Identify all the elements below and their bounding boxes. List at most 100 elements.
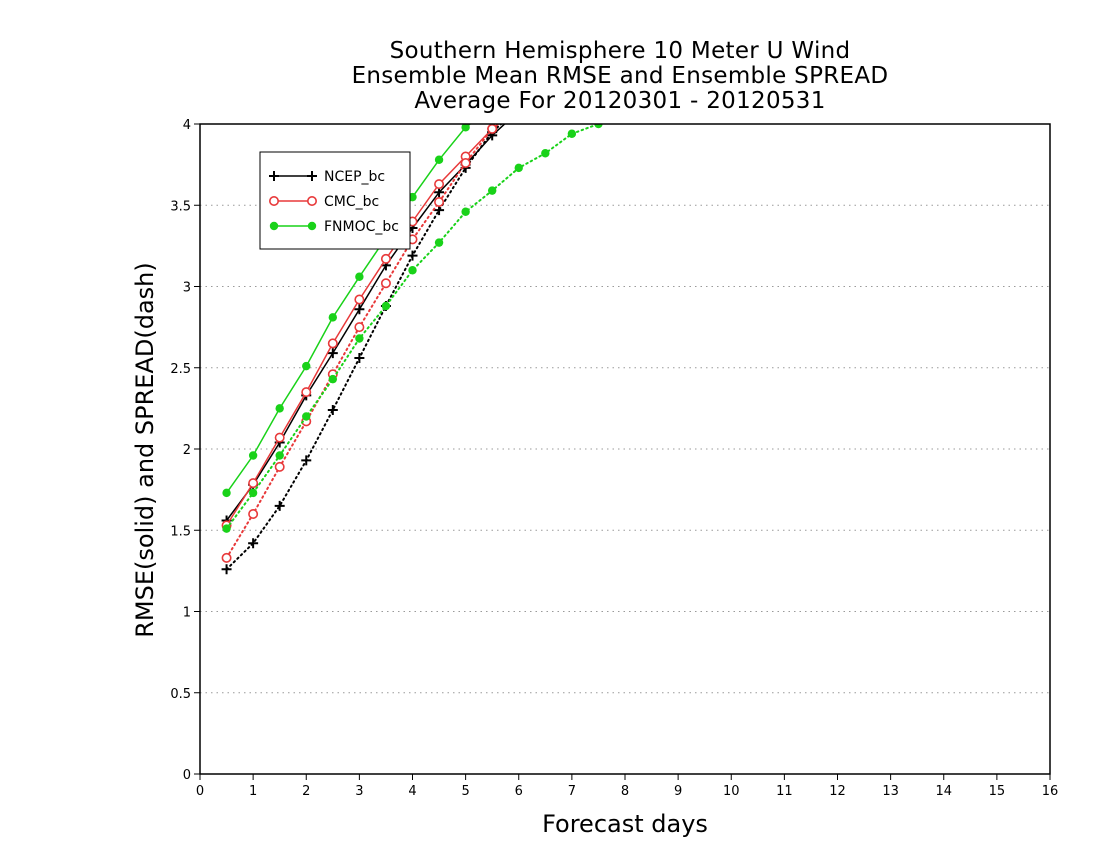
data-point — [275, 404, 284, 413]
y-tick-label: 0 — [183, 768, 191, 783]
data-point — [408, 266, 417, 275]
data-point — [328, 374, 338, 384]
x-tick-label: 5 — [461, 784, 469, 799]
data-point — [621, 112, 629, 120]
data-point — [487, 124, 498, 134]
data-point — [328, 313, 338, 322]
data-point — [434, 179, 445, 190]
legend-marker — [307, 221, 317, 231]
legend-label: CMC_bc — [324, 194, 379, 210]
data-point — [221, 564, 232, 575]
x-tick-label: 1 — [249, 784, 257, 799]
data-point — [274, 461, 285, 472]
data-point — [222, 524, 231, 533]
chart-title-line-3: Average For 20120301 - 20120531 — [414, 88, 826, 114]
grid-layer — [200, 204, 1050, 694]
data-point — [248, 488, 258, 498]
legend-marker — [269, 221, 279, 231]
data-point — [354, 304, 365, 315]
y-tick-label: 2 — [183, 443, 191, 458]
series-CMC_bc-solid — [221, 104, 523, 531]
data-point — [434, 197, 445, 208]
data-point — [354, 294, 365, 305]
data-point — [355, 272, 364, 281]
data-point — [514, 103, 524, 113]
data-point — [327, 348, 338, 359]
legend-label: FNMOC_bc — [324, 219, 399, 235]
data-point — [380, 278, 391, 289]
y-tick-label: 1.5 — [170, 524, 191, 539]
y-axis-label: RMSE(solid) and SPREAD(dash) — [131, 262, 159, 638]
y-tick-label: 0.5 — [170, 687, 191, 702]
data-point — [487, 186, 497, 195]
data-point — [515, 104, 523, 112]
legend-item-FNMOC_bc: FNMOC_bc — [269, 219, 399, 235]
data-point — [248, 538, 259, 549]
data-point — [222, 488, 231, 498]
data-point — [354, 322, 365, 333]
x-tick-label: 8 — [621, 784, 629, 799]
x-axis-label: Forecast days — [542, 810, 708, 838]
series-FNMOC_bc-dotted — [222, 112, 629, 533]
x-tick-label: 4 — [408, 784, 416, 799]
data-point — [381, 301, 391, 311]
y-tick-label: 2.5 — [170, 362, 191, 377]
data-point — [302, 361, 311, 371]
data-point — [460, 158, 471, 169]
legend-marker — [268, 196, 279, 207]
series-FNMOC_bc-solid — [222, 104, 496, 498]
data-point — [221, 552, 232, 563]
data-point — [301, 387, 312, 398]
data-point — [488, 104, 496, 112]
legend-marker — [306, 196, 317, 207]
series-line — [225, 124, 500, 526]
data-point — [515, 104, 523, 112]
data-point — [327, 338, 338, 349]
y-tick-label: 4 — [183, 118, 191, 133]
data-point — [275, 451, 284, 460]
data-point — [327, 405, 338, 415]
x-tick-label: 15 — [989, 784, 1006, 799]
y-tick-label: 1 — [183, 606, 191, 621]
x-tick-label: 2 — [302, 784, 310, 799]
series-layer — [221, 103, 629, 575]
x-tick-label: 16 — [1042, 784, 1059, 799]
legend-item-NCEP_bc: NCEP_bc — [269, 169, 385, 185]
data-point — [248, 478, 259, 489]
data-point — [434, 238, 444, 247]
legend-item-CMC_bc: CMC_bc — [268, 194, 379, 210]
data-point — [461, 207, 470, 216]
y-tick-label: 3 — [183, 281, 191, 296]
x-tick-label: 3 — [355, 784, 363, 799]
series-line — [225, 124, 506, 521]
data-point — [248, 508, 259, 519]
data-point — [355, 334, 364, 343]
chart-title-line-1: Southern Hemisphere 10 Meter U Wind — [389, 38, 851, 64]
data-point — [274, 500, 285, 511]
data-point — [514, 106, 524, 116]
x-tick-label: 7 — [568, 784, 576, 799]
chart-title-line-2: Ensemble Mean RMSE and Ensemble SPREAD — [351, 63, 889, 89]
data-point — [380, 253, 391, 264]
legend-marker — [307, 171, 317, 181]
data-point — [461, 124, 470, 132]
data-point — [407, 250, 418, 261]
data-point — [514, 163, 523, 173]
data-point — [301, 455, 312, 466]
data-point — [354, 353, 365, 363]
legend: NCEP_bc CMC_bc FNMOC_bc — [259, 151, 411, 250]
data-point — [302, 412, 311, 421]
x-tick-label: 11 — [776, 784, 793, 799]
data-point — [434, 155, 444, 164]
x-tick-label: 6 — [515, 784, 523, 799]
x-tick-label: 12 — [829, 784, 846, 799]
y-tick-label: 3.5 — [170, 199, 191, 214]
x-tick-label: 14 — [935, 784, 952, 799]
x-tick-label: 0 — [196, 784, 204, 799]
legend-marker — [269, 171, 279, 181]
data-point — [594, 124, 603, 129]
data-point — [567, 129, 577, 138]
legend-label: NCEP_bc — [324, 169, 385, 185]
series-line — [225, 124, 500, 559]
